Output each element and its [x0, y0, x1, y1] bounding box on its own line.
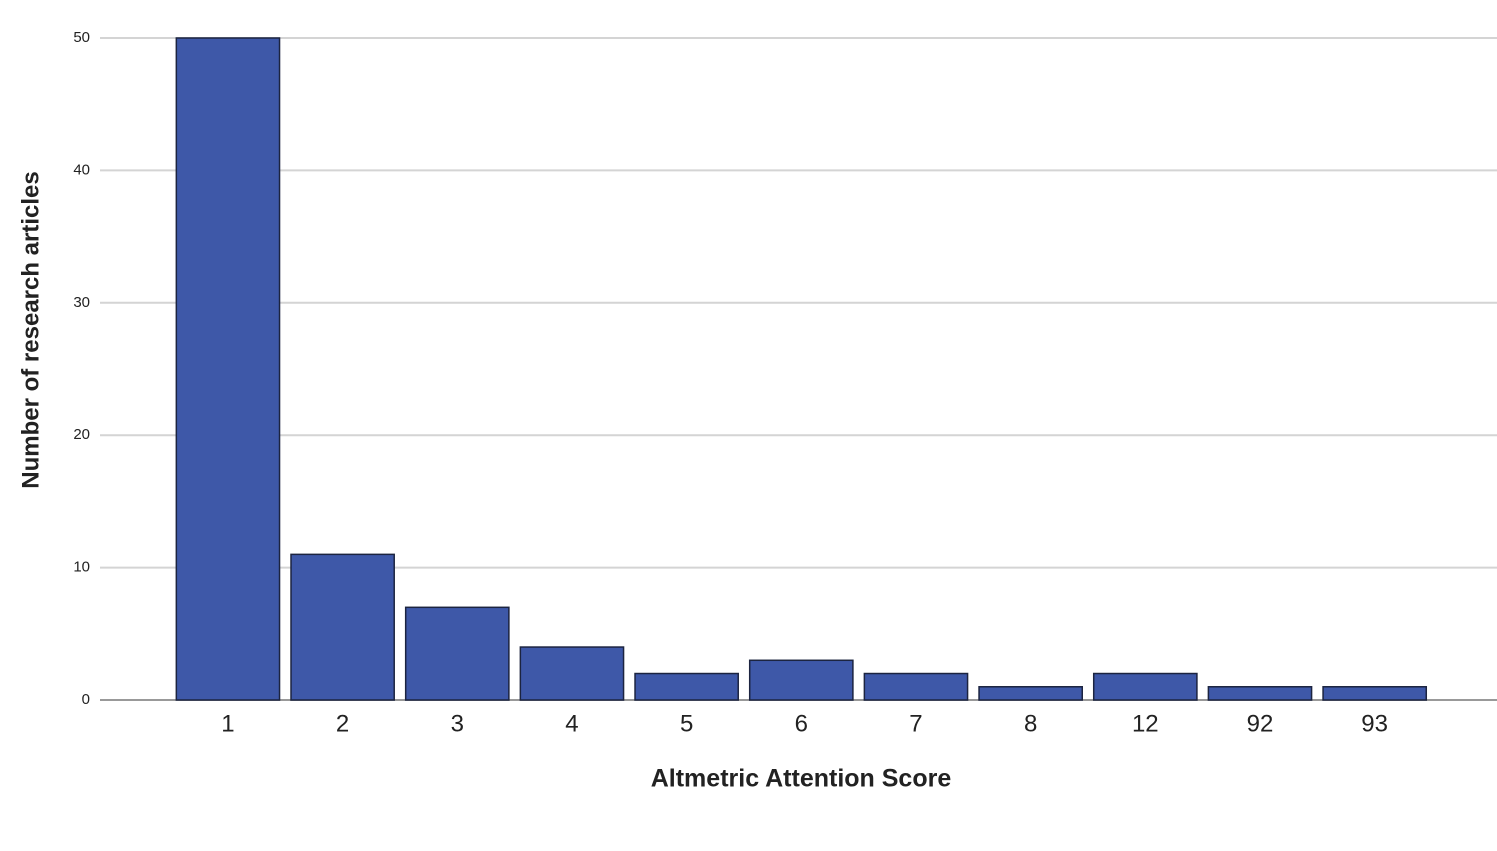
bar — [1322, 686, 1428, 701]
x-tick-label: 1 — [221, 710, 234, 737]
bar — [748, 659, 854, 701]
x-axis-title: Altmetric Attention Score — [651, 765, 952, 793]
x-tick-label: 2 — [336, 710, 349, 737]
x-tick-label: 92 — [1247, 710, 1274, 737]
bar — [634, 672, 739, 701]
bar — [863, 672, 969, 701]
y-tick-label: 50 — [73, 29, 90, 46]
y-tick-label: 40 — [73, 161, 90, 178]
y-tick-label: 0 — [82, 691, 90, 708]
bar — [1207, 686, 1313, 701]
bar — [404, 606, 510, 701]
y-tick-label: 20 — [73, 426, 90, 443]
y-axis-title: Number of research articles — [17, 171, 44, 488]
x-tick-label: 8 — [1024, 710, 1037, 737]
y-tick-label: 10 — [73, 559, 90, 576]
y-tick-label: 30 — [73, 294, 90, 311]
bar — [290, 553, 395, 701]
bar — [978, 686, 1083, 701]
bar — [519, 646, 625, 701]
x-tick-label: 7 — [909, 710, 922, 737]
x-tick-label: 12 — [1132, 710, 1159, 737]
x-tick-label: 5 — [680, 710, 693, 737]
bar — [175, 37, 281, 701]
x-tick-label: 3 — [451, 710, 464, 737]
x-tick-label: 93 — [1361, 710, 1388, 737]
bar — [1092, 672, 1198, 701]
x-tick-label: 6 — [795, 710, 808, 737]
x-tick-label: 4 — [565, 710, 578, 737]
